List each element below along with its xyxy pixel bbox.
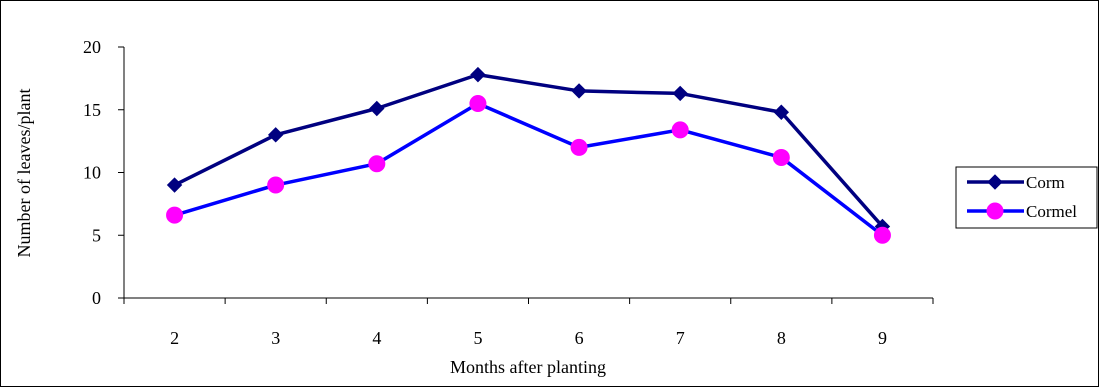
y-axis-title: Number of leaves/plant	[14, 89, 34, 258]
x-tick-label: 5	[473, 328, 482, 348]
series-layer	[166, 66, 891, 244]
data-point-corm	[470, 66, 486, 83]
data-point-cormel	[671, 121, 689, 139]
y-tick-label: 20	[83, 37, 101, 57]
data-point-cormel	[469, 94, 487, 112]
legend-marker-cormel	[986, 202, 1004, 220]
legend-marker-corm	[987, 174, 1003, 190]
y-tick-label: 0	[92, 288, 101, 308]
x-tick-label: 6	[575, 328, 584, 348]
data-point-corm	[267, 127, 284, 143]
x-tick-label: 9	[878, 328, 887, 348]
x-axis-ticks: 2 3 4 5 6 7 8 9	[123, 298, 934, 348]
series-cormel	[166, 94, 891, 244]
data-point-corm	[773, 104, 790, 120]
data-point-cormel	[772, 148, 790, 166]
series-line-cormel	[174, 101, 884, 237]
x-tick-label: 7	[676, 328, 685, 348]
plot-axes	[123, 47, 933, 299]
data-point-corm	[571, 83, 587, 99]
y-tick-label: 5	[92, 225, 101, 245]
data-point-corm	[369, 100, 385, 117]
legend-label-corm: Corm	[1026, 173, 1065, 192]
y-axis-ticks: 0 5 10 15 20	[83, 37, 124, 308]
x-axis-title: Months after planting	[450, 357, 606, 377]
data-point-cormel	[267, 176, 285, 194]
series-line-corm	[173, 72, 884, 228]
x-tick-label: 3	[271, 328, 280, 348]
data-point-cormel	[873, 226, 891, 244]
y-tick-label: 15	[83, 100, 101, 120]
data-point-cormel	[570, 138, 588, 156]
x-tick-label: 2	[170, 328, 179, 348]
x-tick-label: 8	[777, 328, 786, 348]
data-point-cormel	[166, 206, 184, 224]
data-point-corm	[166, 177, 183, 193]
x-tick-label: 4	[372, 328, 381, 348]
data-point-corm	[672, 85, 688, 102]
legend-label-cormel: Cormel	[1026, 202, 1077, 221]
data-point-cormel	[368, 155, 386, 173]
legend-box	[955, 166, 1098, 229]
legend: Corm Cormel	[955, 166, 1098, 229]
y-tick-label: 10	[83, 163, 101, 183]
